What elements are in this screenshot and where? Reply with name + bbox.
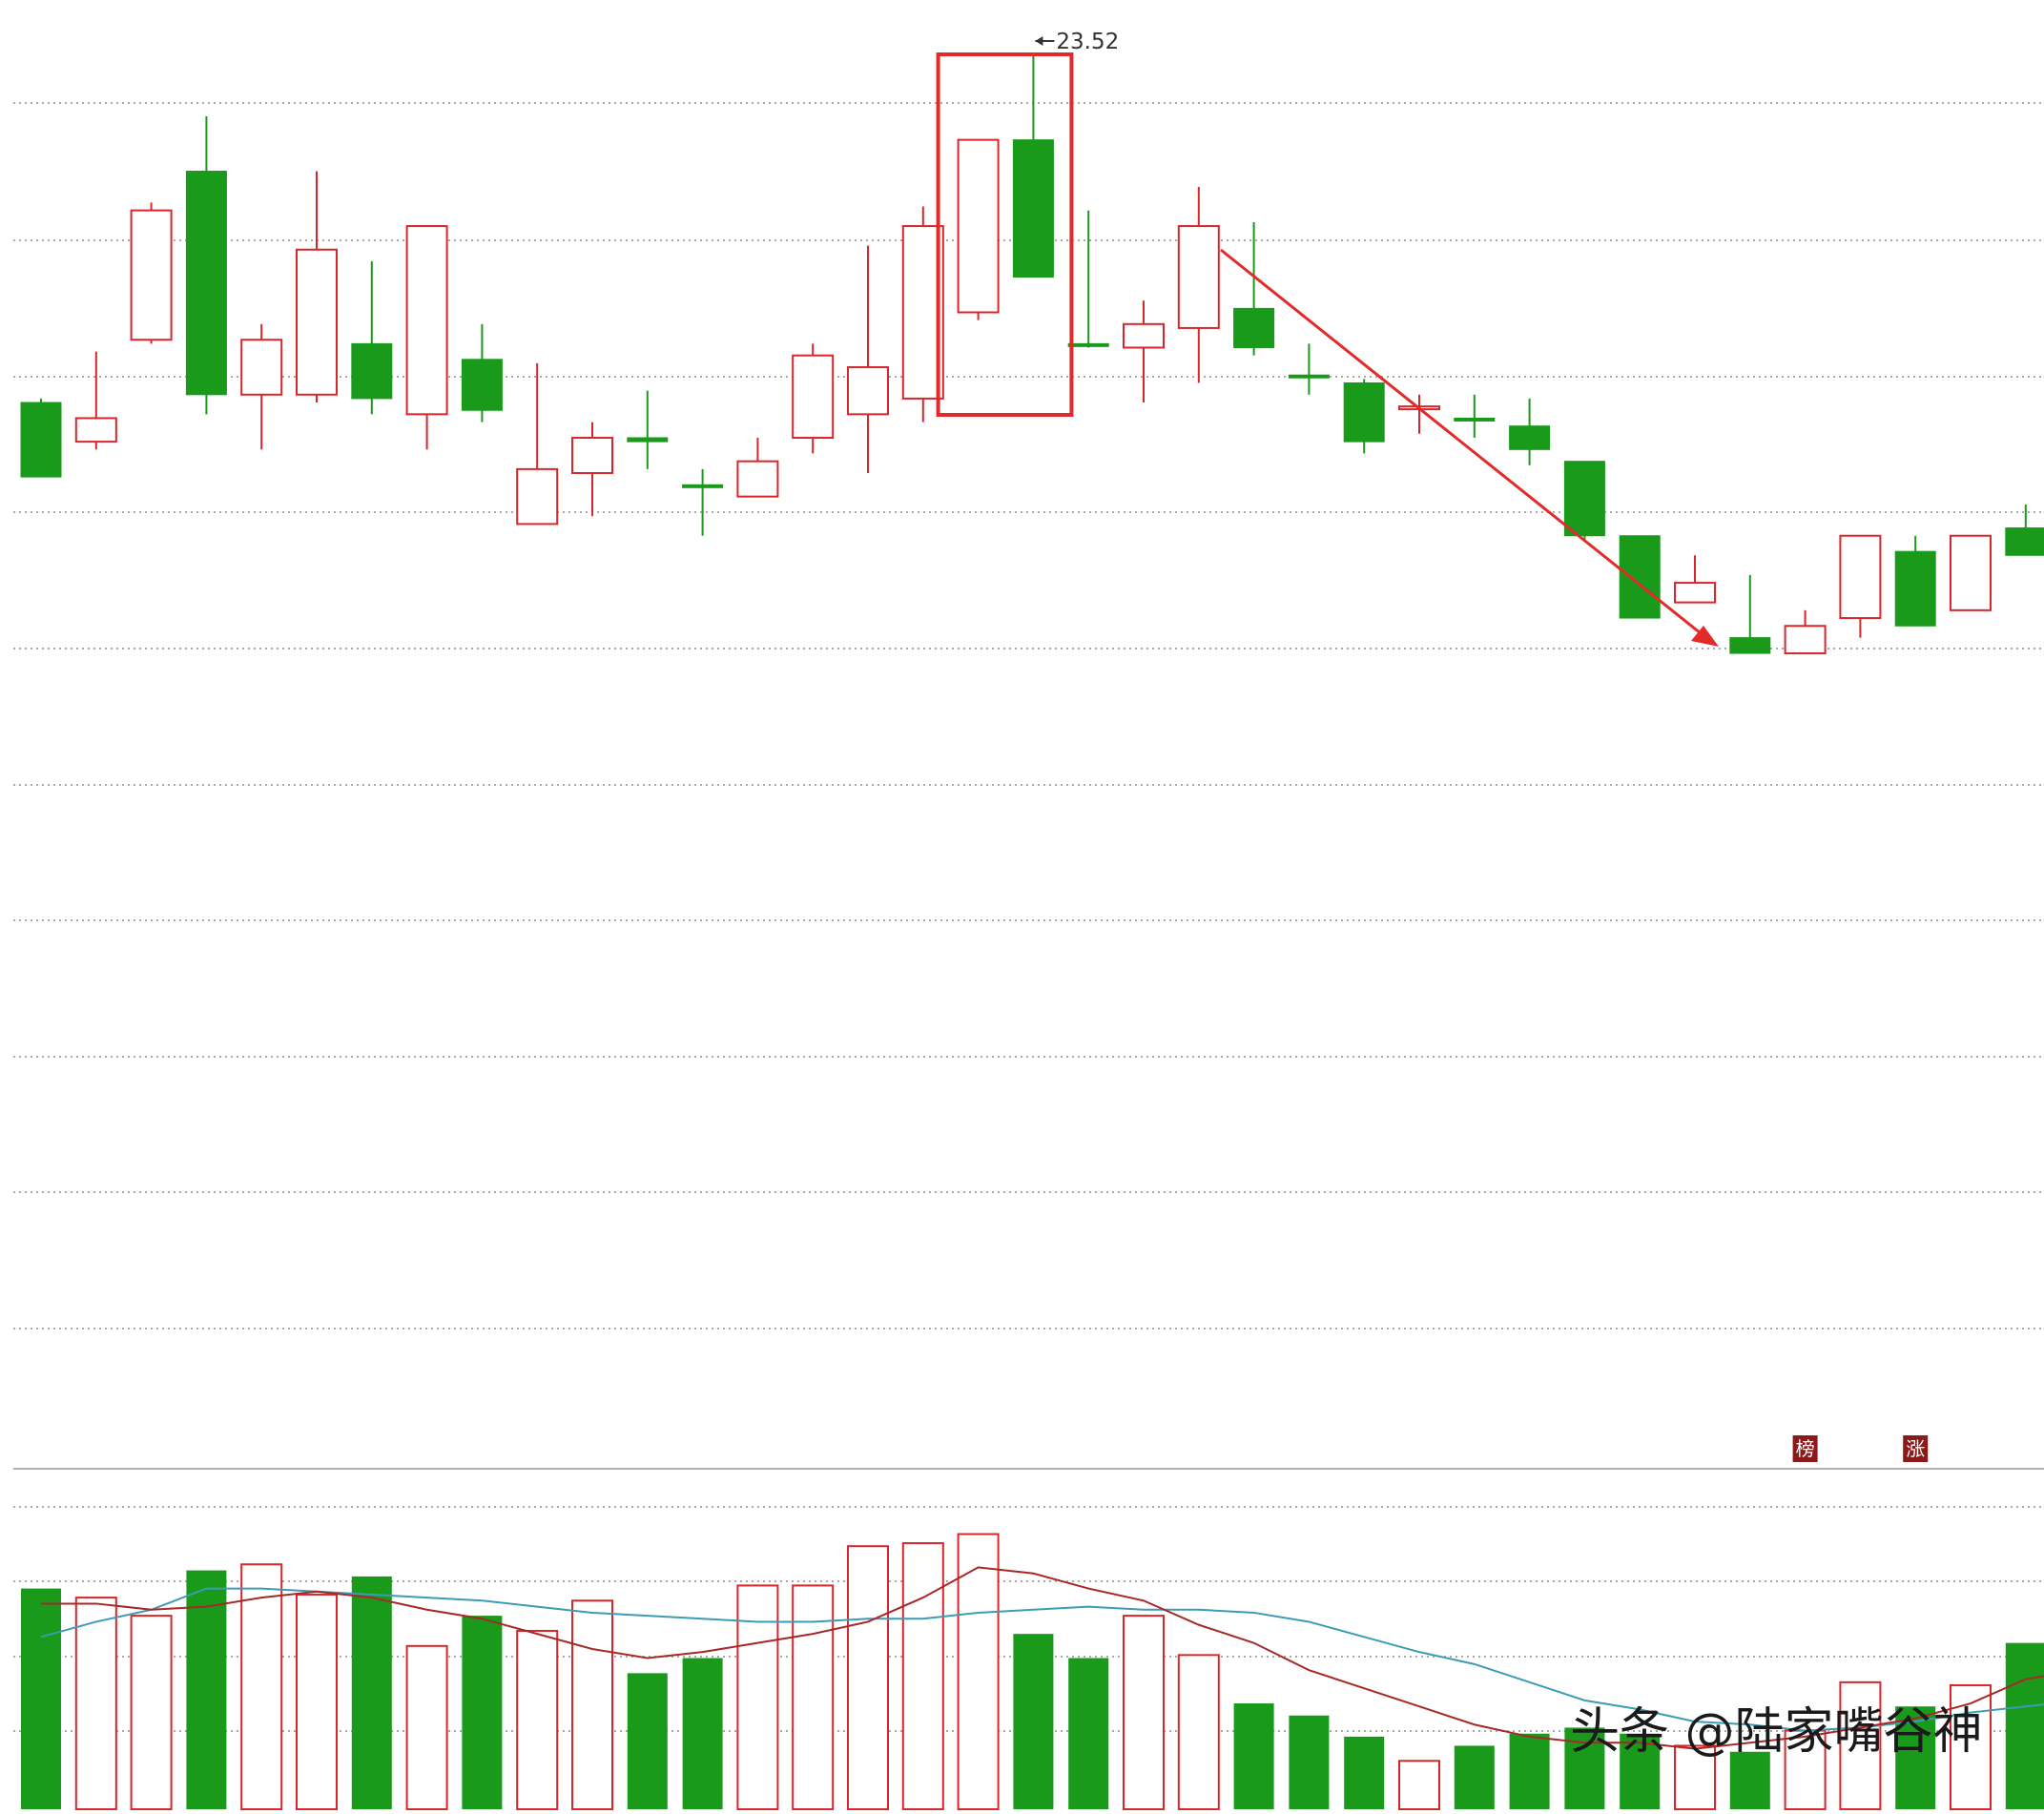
volume-bar-up [901, 1542, 944, 1811]
candle-body-up [130, 209, 173, 341]
candle-body-down [627, 437, 669, 443]
candle-body-down [1343, 381, 1385, 443]
volume-bar-up [1674, 1744, 1716, 1811]
candle-body-up [847, 366, 889, 416]
downtrend-arrowhead [1691, 626, 1719, 647]
candle-body-up [1839, 534, 1882, 620]
badge-background [1792, 1435, 1818, 1462]
volume-bar-up [516, 1629, 559, 1810]
high-price-label: 23.52 [1056, 30, 1119, 54]
volume-ma-long-line [40, 1587, 2044, 1732]
badge-background [1903, 1435, 1929, 1462]
candle-body-up [240, 339, 283, 396]
candle-body-down [1454, 417, 1496, 422]
volume-bar-down [1344, 1736, 1385, 1809]
badge-32: 榜 [1792, 1435, 1818, 1462]
moving-averages [40, 1566, 2044, 1750]
candle-body-up [571, 437, 613, 474]
candle-body-up [1784, 625, 1827, 655]
volume-bar-up [74, 1597, 117, 1810]
volume-bar-up [296, 1593, 338, 1811]
volume-panel [21, 1533, 2044, 1811]
volume-bar-down [1620, 1733, 1661, 1809]
volume-bar-down [682, 1658, 723, 1809]
volume-bar-up [1950, 1684, 1992, 1811]
candle-body-down [2005, 527, 2044, 556]
volume-bar-down [1013, 1634, 1054, 1809]
badge-text: 榜 [1796, 1437, 1815, 1460]
annotations: 23.52 榜 涨 [936, 30, 1929, 1462]
candle-body-down [1288, 374, 1330, 379]
volume-bar-down [351, 1576, 392, 1809]
volume-bar-down [627, 1673, 668, 1809]
volume-bar-down [1509, 1733, 1550, 1809]
candle-body-down [1894, 550, 1936, 627]
candle-body-down [1563, 461, 1605, 537]
volume-bar-down [1729, 1751, 1770, 1809]
volume-bar-down [1068, 1658, 1109, 1809]
volume-bar-up [130, 1615, 173, 1810]
downtrend-arrow-line [1220, 248, 1706, 639]
volume-ma-short-line [41, 1566, 2044, 1750]
volume-bar-down [1233, 1703, 1274, 1809]
candle-body-up [736, 460, 779, 498]
badge-34: 涨 [1903, 1435, 1929, 1462]
candle-body-down [682, 484, 724, 488]
volume-bar-up [1839, 1680, 1882, 1810]
volume-bar-up [571, 1599, 613, 1811]
volume-bar-up [847, 1545, 889, 1810]
candle-body-down [1619, 535, 1661, 619]
candle-body-down [351, 342, 393, 400]
candle-body-down [1067, 342, 1109, 347]
candlestick-series [20, 53, 2044, 655]
volume-bar-down [1289, 1715, 1330, 1809]
watermark-text: 头条 @陆家嘴谷神 [1570, 1703, 1983, 1761]
candle-body-up [792, 354, 835, 439]
candle-body-up [1950, 534, 1992, 611]
candle-body-down [185, 171, 227, 396]
candle-body-up [296, 248, 338, 396]
candle-body-down [1729, 637, 1771, 654]
volume-bar-up [240, 1563, 283, 1810]
candle-body-up [1123, 322, 1165, 349]
candle-body-up [1674, 582, 1716, 604]
candle-body-down [20, 402, 62, 478]
candle-body-down [1233, 307, 1275, 348]
volume-bar-up [792, 1584, 835, 1811]
volume-bar-up [1123, 1615, 1165, 1810]
volume-bar-down [21, 1588, 61, 1809]
candle-body-up [74, 417, 117, 443]
high-label-arrowhead [1035, 36, 1043, 46]
volume-bar-down [1454, 1745, 1495, 1809]
watermark: 头条 @陆家嘴谷神 [1570, 1707, 1983, 1757]
volume-bar-down [186, 1570, 227, 1809]
candle-body-up [516, 467, 559, 526]
candle-body-up [405, 225, 448, 416]
candle-body-down [1012, 139, 1054, 278]
volume-bar-down [2005, 1642, 2044, 1809]
highlight-box [936, 52, 1074, 417]
volume-bar-up [1177, 1654, 1220, 1810]
candle-body-down [1509, 425, 1551, 450]
volume-bar-up [1398, 1760, 1440, 1811]
candle-body-up [957, 138, 1000, 314]
volume-bar-down [462, 1616, 503, 1809]
candle-body-up [1177, 225, 1220, 329]
volume-bar-up [736, 1584, 779, 1811]
candle-body-down [461, 359, 503, 411]
badge-text: 涨 [1906, 1437, 1925, 1460]
volume-bar-up [405, 1644, 448, 1810]
volume-bar-up [957, 1533, 1000, 1811]
